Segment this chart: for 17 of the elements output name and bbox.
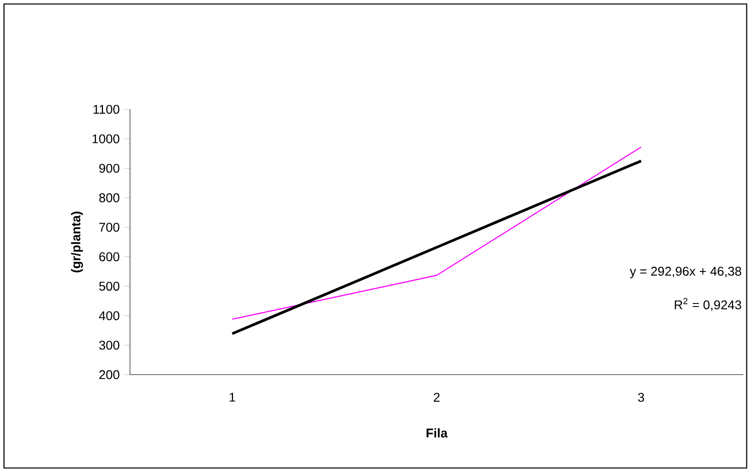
y-tick-label: 400 xyxy=(98,311,120,320)
y-tick-label: 1000 xyxy=(92,134,120,144)
y-tick-label: 700 xyxy=(99,222,120,232)
y-tick-label: 500 xyxy=(99,282,120,291)
x-tick-label: 3 xyxy=(638,392,644,402)
x-tick-label: 2 xyxy=(434,392,440,402)
y-tick-label: 900 xyxy=(99,164,120,173)
y-tick-label: 300 xyxy=(99,340,120,350)
y-tick-label: 1100 xyxy=(94,104,120,114)
y-axis-title: (gr/planta) xyxy=(71,212,83,272)
annotation: y = 292,96x + 46,38 xyxy=(630,266,742,278)
y-tick-label: 600 xyxy=(99,252,120,262)
y-tick-label: 800 xyxy=(99,193,120,202)
y-tick-label: 200 xyxy=(99,370,120,380)
x-axis-title: Fila xyxy=(426,428,448,438)
annotation: R$^{2}$ = 0,9243 xyxy=(674,298,742,311)
x-tick-label: 1 xyxy=(230,392,236,402)
